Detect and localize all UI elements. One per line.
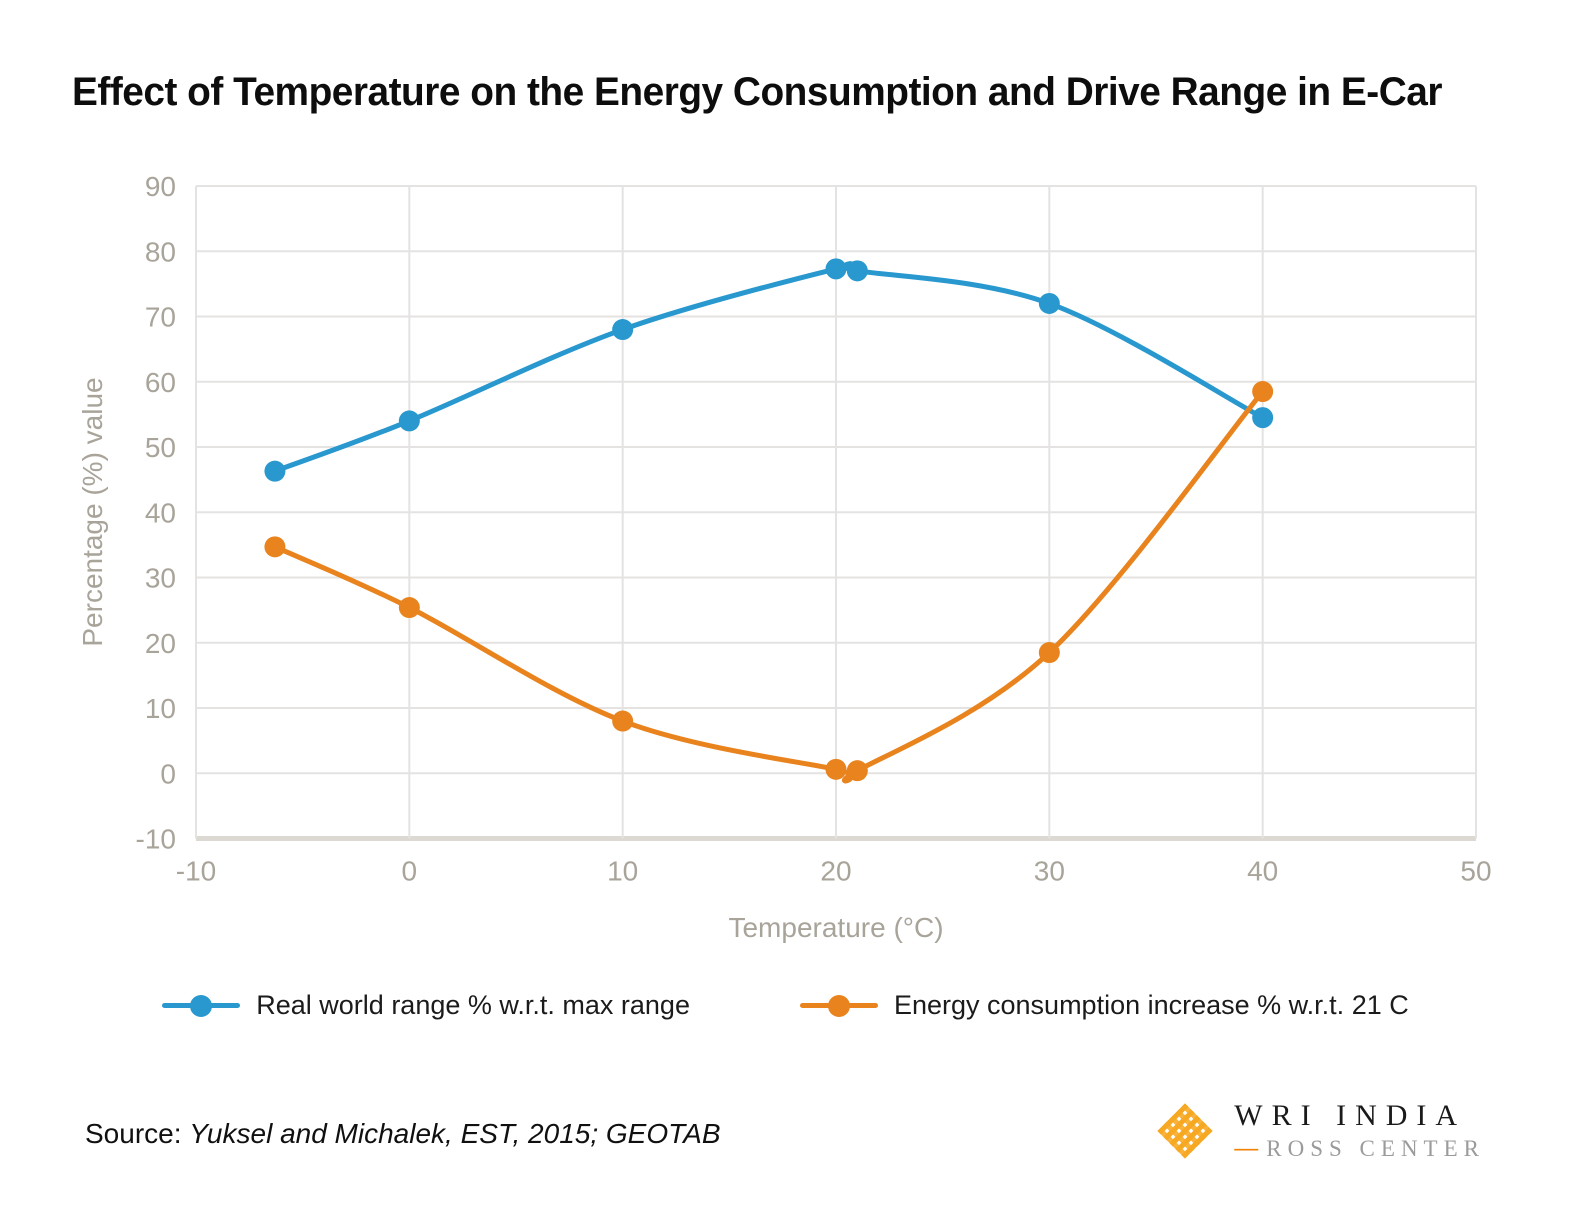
y-tick-label: 60 [145,367,176,398]
wri-logo-mark-icon [1157,1103,1214,1159]
x-tick-label: 30 [1034,856,1065,887]
y-tick-label: 90 [145,171,176,202]
legend-marker-energy-icon [799,994,878,1018]
y-tick-label: 10 [145,693,176,724]
x-tick-label: 10 [607,856,638,887]
data-point-series-1 [846,760,868,782]
data-point-series-1 [612,710,634,732]
y-tick-label: 50 [145,432,176,463]
legend-item-energy: Energy consumption increase % w.r.t. 21 … [799,990,1409,1021]
page-title: Effect of Temperature on the Energy Cons… [72,70,1442,114]
data-point-series-0 [1252,407,1274,429]
source-prefix: Source: [85,1118,190,1149]
source-text: Yuksel and Michalek, EST, 2015; GEOTAB [189,1118,721,1149]
legend-marker-range-icon [162,994,241,1018]
data-point-series-0 [825,258,847,280]
data-point-series-0 [264,460,286,482]
y-axis-title: Percentage (%) value [77,377,108,647]
y-tick-label: 20 [145,628,176,659]
y-tick-label: 0 [160,758,176,789]
legend-label-energy: Energy consumption increase % w.r.t. 21 … [893,990,1409,1020]
data-point-series-0 [398,410,420,432]
data-point-series-1 [398,597,420,619]
x-tick-label: 0 [402,856,418,887]
wri-logo-dash: — [1234,1134,1259,1162]
x-tick-label: -10 [176,856,216,887]
x-axis-title: Temperature (°C) [728,912,944,943]
y-tick-label: 80 [145,236,176,267]
source-line: Source: Yuksel and Michalek, EST, 2015; … [85,1118,721,1150]
legend-item-range: Real world range % w.r.t. max range [162,990,690,1021]
data-point-series-1 [1252,381,1274,403]
wri-logo-line1: WRI INDIA [1234,1099,1467,1133]
wri-logo-text: WRI INDIA — ROSS CENTER [1234,1100,1485,1162]
y-tick-label: 40 [145,497,176,528]
series-line-0 [272,261,1266,474]
data-point-series-1 [264,536,286,558]
data-point-series-0 [846,260,868,282]
x-tick-label: 40 [1247,856,1278,887]
x-tick-label: 20 [820,856,851,887]
y-tick-label: -10 [136,824,176,855]
wri-india-logo: WRI INDIA — ROSS CENTER [1154,1100,1485,1162]
x-tick-label: 50 [1460,856,1491,887]
chart-legend: Real world range % w.r.t. max range Ener… [0,990,1571,1021]
data-point-series-1 [825,758,847,780]
legend-label-range: Real world range % w.r.t. max range [256,990,690,1020]
y-tick-label: 30 [145,563,176,594]
y-tick-label: 70 [145,302,176,333]
data-point-series-1 [1038,642,1060,664]
series-line-1 [272,389,1266,784]
data-point-series-0 [1038,292,1060,314]
wri-logo-line2: ROSS CENTER [1266,1135,1485,1161]
data-point-series-0 [612,319,634,341]
